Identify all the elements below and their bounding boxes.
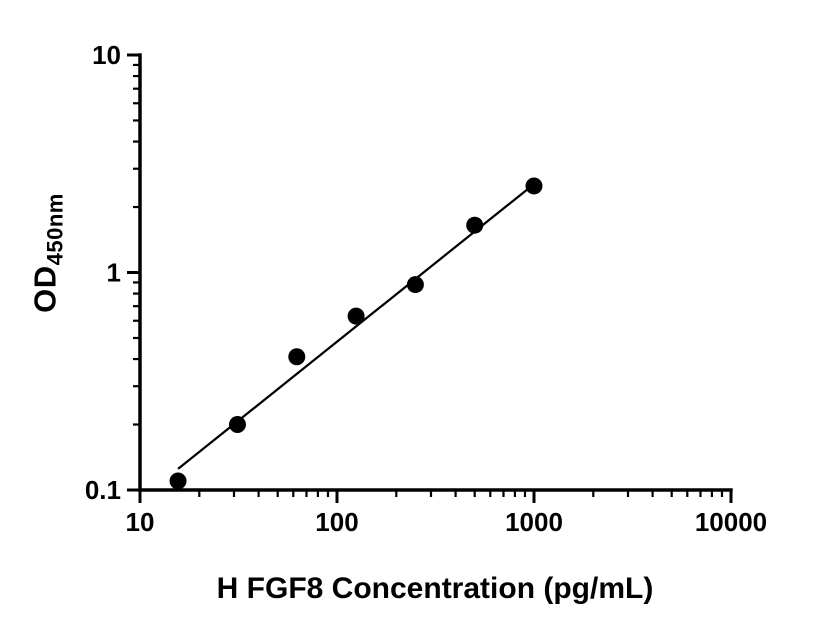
x-tick-label: 10 (126, 507, 155, 537)
y-tick-label: 1 (107, 258, 121, 288)
data-point (466, 216, 484, 234)
y-tick-label: 10 (92, 40, 121, 70)
x-tick-label: 10000 (695, 507, 767, 537)
y-axis-title-sub: 450nm (42, 193, 68, 266)
data-point (288, 348, 306, 366)
y-axis-title: OD450nm (28, 193, 69, 313)
data-point (406, 276, 424, 294)
x-axis-title: H FGF8 Concentration (pg/mL) (216, 572, 654, 605)
y-axis-title-main: OD (27, 265, 63, 313)
axis-frame (138, 53, 733, 492)
data-point (347, 307, 365, 325)
y-tick-label: 0.1 (85, 475, 121, 505)
data-point (169, 472, 187, 490)
data-point (525, 177, 543, 195)
data-point (228, 416, 246, 434)
x-tick-label: 100 (315, 507, 358, 537)
x-tick-label: 1000 (505, 507, 563, 537)
